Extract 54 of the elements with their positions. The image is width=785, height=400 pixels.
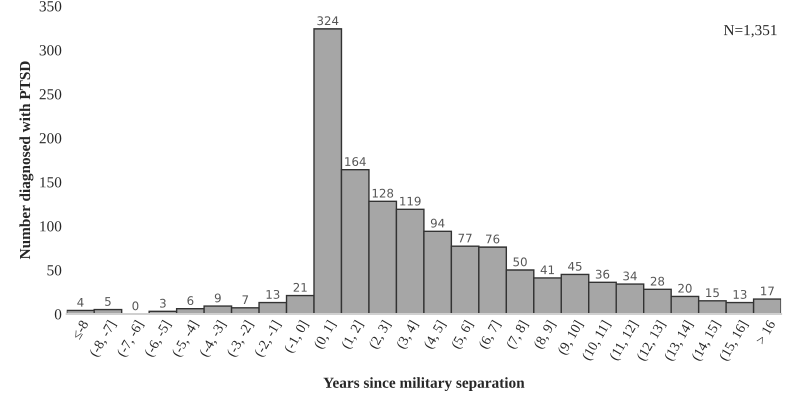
x-tick-label: (0, 1] bbox=[313, 320, 338, 351]
x-tick-label: (-8, -7] bbox=[88, 320, 118, 359]
data-label: 45 bbox=[568, 262, 582, 271]
x-tick-label: (-2, -1] bbox=[253, 320, 284, 359]
x-tick-label: > 16 bbox=[755, 319, 776, 345]
y-tick-label: 100 bbox=[40, 221, 62, 232]
data-label: 6 bbox=[187, 296, 194, 306]
data-label: 5 bbox=[105, 297, 111, 306]
x-tick-label: ≤-8 bbox=[72, 320, 89, 340]
x-tick-label: (-7, -6] bbox=[116, 320, 146, 359]
x-tick-label: (2, 3] bbox=[368, 320, 394, 351]
y-tick-label: 350 bbox=[40, 1, 62, 12]
data-label: 4 bbox=[77, 298, 84, 307]
data-label: 164 bbox=[345, 157, 366, 166]
annotation: N=1,351 bbox=[724, 24, 777, 38]
data-label: 324 bbox=[317, 16, 338, 26]
data-label: 15 bbox=[706, 288, 719, 298]
data-label: 41 bbox=[540, 265, 554, 274]
y-tick-label: 0 bbox=[54, 309, 62, 320]
data-label: 0 bbox=[132, 301, 138, 310]
x-tick-label: (1, 2] bbox=[340, 320, 366, 351]
data-label: 13 bbox=[266, 290, 280, 299]
y-axis-title: Number diagnosed with PTSD bbox=[19, 61, 34, 260]
x-tick-label: (-5, -4] bbox=[171, 320, 201, 359]
x-tick-label: (6, 7] bbox=[478, 320, 503, 351]
y-tick-label: 300 bbox=[40, 45, 62, 56]
y-tick-label: 200 bbox=[40, 133, 62, 144]
data-label: 94 bbox=[430, 218, 444, 228]
y-tick-label: 150 bbox=[40, 177, 62, 188]
x-tick-label: (3, 4] bbox=[395, 320, 421, 351]
x-tick-label: (8, 9] bbox=[532, 320, 558, 351]
data-label: 28 bbox=[650, 276, 664, 286]
data-label: 76 bbox=[486, 234, 500, 244]
x-tick-label: (4, 5] bbox=[422, 320, 448, 351]
x-tick-label: (-6, -5] bbox=[144, 320, 174, 359]
data-label: 50 bbox=[513, 257, 527, 266]
data-label: 128 bbox=[372, 188, 394, 198]
y-tick-label: 50 bbox=[47, 265, 62, 276]
data-label: 9 bbox=[214, 293, 221, 302]
x-tick-label: (5, 6] bbox=[450, 320, 476, 351]
data-label: 36 bbox=[596, 270, 610, 279]
data-label: 7 bbox=[242, 295, 248, 304]
data-label: 20 bbox=[678, 284, 692, 293]
data-label: 17 bbox=[761, 286, 774, 296]
x-axis-title: Years since military separation bbox=[323, 377, 524, 392]
data-label: 34 bbox=[623, 271, 637, 280]
data-label: 13 bbox=[734, 290, 746, 299]
data-label: 77 bbox=[458, 234, 472, 242]
data-label: 3 bbox=[160, 298, 166, 308]
x-tick-label: (-1, 0] bbox=[283, 320, 311, 355]
x-tick-label: (7, 8] bbox=[505, 320, 530, 351]
data-label: 21 bbox=[294, 282, 307, 292]
y-tick-label: 250 bbox=[40, 89, 62, 100]
data-label: 119 bbox=[400, 196, 421, 206]
